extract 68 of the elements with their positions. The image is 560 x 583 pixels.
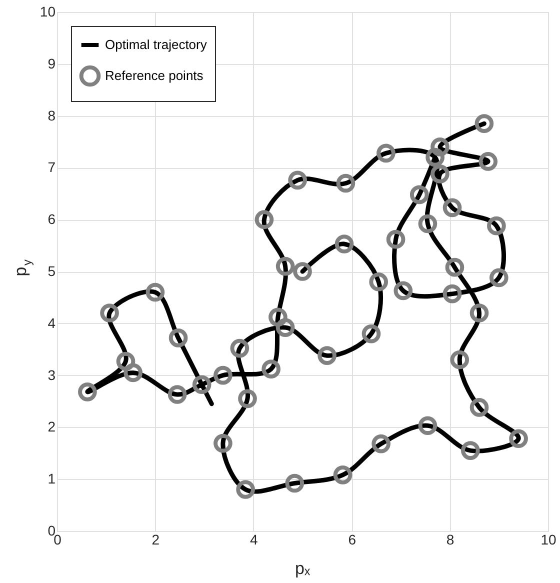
point	[470, 304, 489, 322]
point	[230, 338, 250, 358]
point	[450, 350, 470, 370]
point	[478, 152, 498, 171]
y-tick-label: 3	[48, 366, 56, 383]
point	[318, 346, 336, 365]
point	[262, 360, 280, 378]
point	[386, 230, 406, 249]
y-tick-label: 10	[40, 4, 56, 20]
x-axis-title: pₓ	[294, 559, 310, 578]
point	[334, 234, 354, 254]
point	[285, 474, 304, 493]
x-tick-label: 6	[348, 532, 356, 548]
point	[418, 416, 438, 436]
point	[116, 352, 136, 371]
y-axis-title: py	[11, 260, 34, 276]
y-tick-label: 5	[48, 263, 56, 279]
point	[489, 268, 508, 288]
y-tick-label: 4	[48, 314, 56, 331]
point	[333, 466, 352, 484]
point	[146, 282, 165, 302]
point	[168, 328, 188, 348]
point	[470, 398, 489, 417]
point	[442, 284, 462, 304]
x-tick-label: 4	[250, 532, 258, 548]
point	[336, 174, 356, 193]
point	[168, 385, 187, 404]
point	[214, 434, 232, 453]
point	[426, 148, 444, 167]
point	[430, 164, 450, 184]
x-tick-label: 10	[540, 532, 556, 548]
x-tick-label: 2	[152, 532, 160, 548]
point	[276, 256, 295, 276]
point	[100, 304, 119, 322]
y-tick-label: 6	[48, 211, 56, 228]
point	[369, 272, 388, 292]
point	[362, 324, 381, 344]
point	[268, 308, 288, 327]
point	[394, 281, 413, 300]
point	[254, 210, 274, 229]
point	[276, 318, 295, 337]
point	[236, 480, 255, 499]
point	[214, 366, 232, 385]
point	[430, 138, 450, 156]
point	[418, 214, 438, 234]
point	[376, 144, 396, 163]
x-tick-label: 8	[446, 532, 454, 548]
point	[445, 258, 464, 277]
y-tick-label: 2	[48, 418, 56, 435]
point	[461, 441, 480, 460]
legend-label: Reference points	[105, 68, 204, 83]
point	[78, 382, 97, 402]
point	[124, 363, 143, 382]
point	[293, 262, 312, 281]
point	[442, 198, 462, 218]
y-tick-label: 1	[48, 470, 56, 487]
point	[474, 114, 494, 133]
point	[288, 170, 308, 190]
point	[192, 375, 212, 394]
legend-label: Optimal trajectory	[105, 37, 208, 52]
point	[410, 185, 429, 204]
y-tick-label: 7	[48, 159, 56, 176]
point	[509, 429, 528, 448]
point	[372, 434, 390, 454]
point	[238, 389, 257, 408]
point	[487, 216, 506, 236]
y-tick-label: 9	[48, 55, 56, 72]
y-tick-label: 8	[48, 107, 56, 124]
